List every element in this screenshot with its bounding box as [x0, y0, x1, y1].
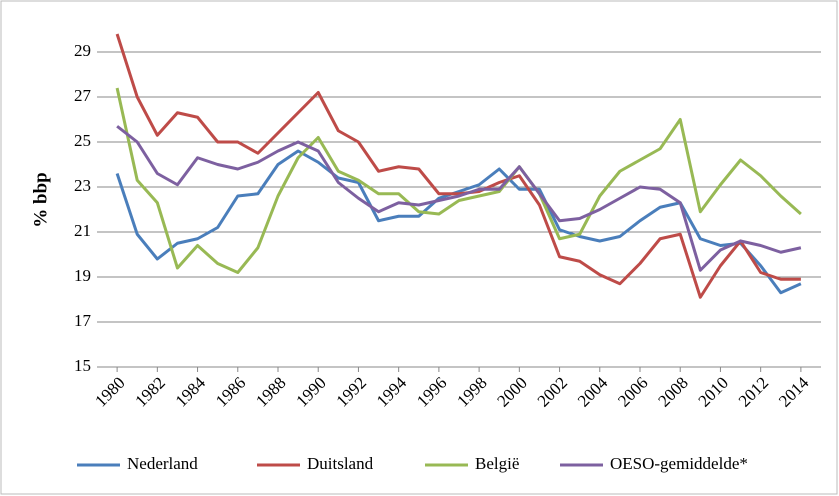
y-axis-label: % bbp — [30, 172, 51, 227]
legend-label: Duitsland — [307, 454, 374, 473]
y-tick-label: 23 — [74, 176, 91, 195]
y-tick-label: 17 — [74, 311, 92, 330]
line — [116, 125, 802, 272]
line — [115, 33, 801, 299]
y-tick-label: 21 — [74, 221, 91, 240]
y-tick-label: 25 — [74, 131, 91, 150]
y-tick-label: 15 — [74, 356, 91, 375]
legend-label: OESO-gemiddelde* — [610, 454, 748, 473]
line — [115, 87, 802, 274]
y-tick-label: 19 — [74, 266, 91, 285]
y-tick-label: 27 — [74, 86, 92, 105]
line — [115, 149, 802, 295]
legend-label: België — [475, 454, 519, 473]
y-tick-label: 29 — [74, 41, 91, 60]
legend-label: Nederland — [127, 454, 198, 473]
